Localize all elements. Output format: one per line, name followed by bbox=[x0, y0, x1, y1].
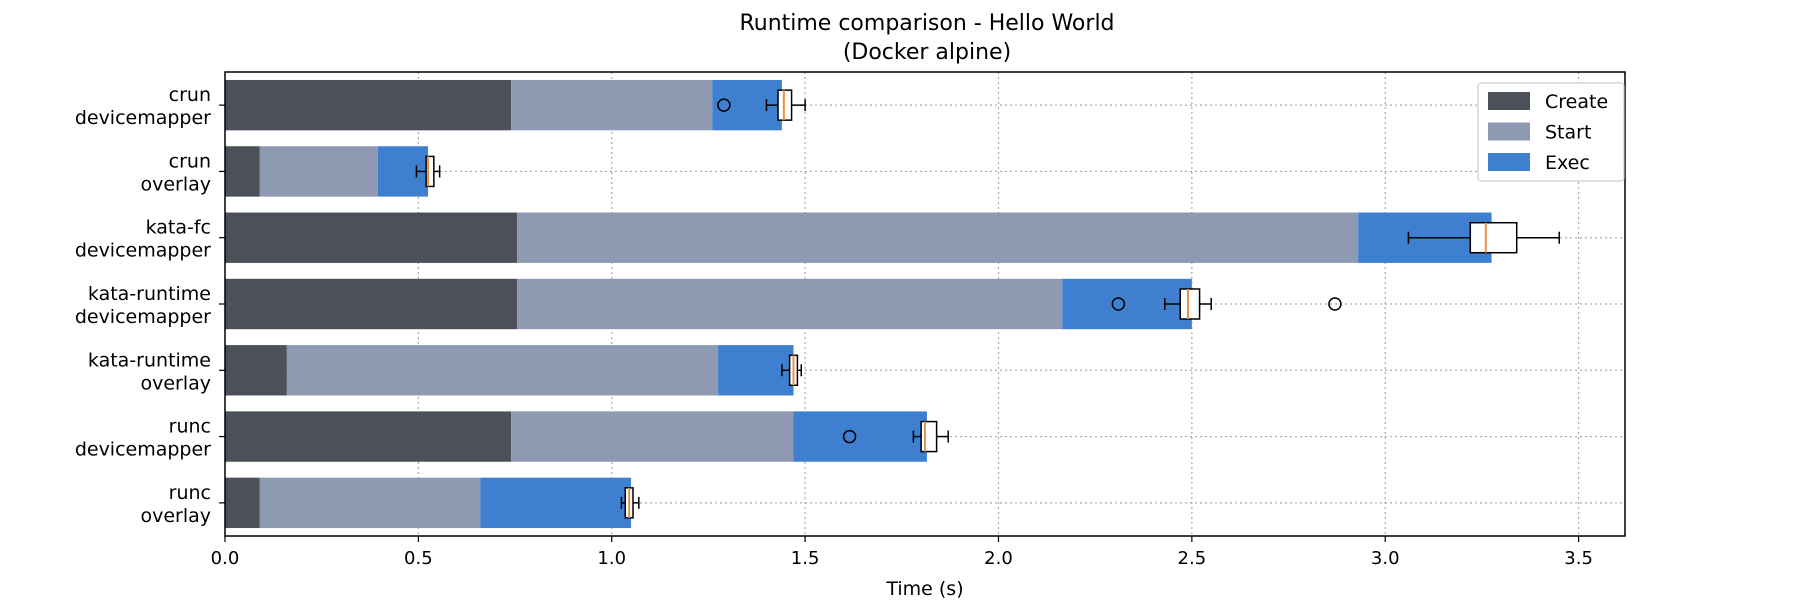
bar-segment-create bbox=[225, 477, 260, 529]
y-category-label: kata-fc bbox=[146, 217, 211, 239]
boxplot-box bbox=[425, 155, 435, 188]
bar-segment-exec bbox=[480, 477, 632, 529]
x-tick-label: 0.5 bbox=[404, 548, 433, 569]
bar-segment-create bbox=[225, 411, 512, 462]
y-axis-categories: crundevicemappercrunoverlaykata-fcdevice… bbox=[75, 84, 225, 527]
y-category-sublabel: devicemapper bbox=[75, 240, 211, 262]
bar-segment-create bbox=[225, 278, 517, 330]
bar-segment-start bbox=[511, 79, 713, 131]
x-tick-label: 1.0 bbox=[597, 548, 626, 569]
legend-swatch-create bbox=[1488, 92, 1530, 110]
x-axis-label: Time (s) bbox=[885, 578, 963, 600]
boxplot-box bbox=[920, 420, 938, 453]
bar-segment-start bbox=[511, 411, 794, 462]
boxplot-box bbox=[1469, 221, 1518, 254]
boxplots bbox=[415, 89, 1561, 519]
legend-label-start: Start bbox=[1545, 122, 1591, 144]
boxplot-outlier bbox=[717, 98, 731, 112]
x-tick-label: 3.5 bbox=[1564, 548, 1593, 569]
x-axis-ticks: 0.0 0.5 1.0 1.5 2.0 2.5 3.0 3.5 bbox=[211, 536, 1593, 569]
bar-segment-exec bbox=[793, 411, 927, 462]
legend-label-exec: Exec bbox=[1545, 152, 1590, 174]
bar-segment-start bbox=[286, 345, 719, 396]
y-category-label: kata-runtime bbox=[88, 283, 211, 305]
bar-segment-start bbox=[259, 477, 481, 529]
bar-segment-create bbox=[225, 79, 512, 131]
y-category-label: runc bbox=[169, 416, 211, 438]
chart-subtitle: (Docker alpine) bbox=[843, 40, 1011, 65]
x-tick-label: 2.5 bbox=[1178, 548, 1207, 569]
bar-segment-exec bbox=[718, 345, 794, 396]
bar-segment-create bbox=[225, 212, 517, 263]
x-tick-label: 3.0 bbox=[1371, 548, 1400, 569]
y-category-label: runc bbox=[169, 482, 211, 504]
y-category-sublabel: devicemapper bbox=[75, 306, 211, 328]
x-tick-label: 2.0 bbox=[984, 548, 1013, 569]
bar-segment-create bbox=[225, 345, 287, 396]
y-category-sublabel: overlay bbox=[140, 372, 211, 394]
chart-title: Runtime comparison - Hello World bbox=[739, 11, 1114, 36]
x-tick-label: 1.5 bbox=[791, 548, 820, 569]
legend-swatch-start bbox=[1488, 122, 1530, 141]
legend-swatch-exec bbox=[1488, 153, 1530, 171]
y-category-sublabel: devicemapper bbox=[75, 439, 211, 461]
bar-segment-start bbox=[259, 146, 378, 197]
legend: Create Start Exec bbox=[1477, 82, 1625, 182]
y-category-label: crun bbox=[169, 84, 211, 106]
y-category-sublabel: devicemapper bbox=[75, 107, 211, 129]
boxplot-outlier bbox=[1328, 297, 1342, 311]
x-tick-label: 0.0 bbox=[211, 548, 240, 569]
bar-segment-create bbox=[225, 146, 260, 197]
bar-segment-start bbox=[516, 212, 1359, 263]
bar-segment-start bbox=[516, 278, 1063, 330]
stacked-bars bbox=[225, 79, 1492, 529]
boxplot-box bbox=[1179, 288, 1201, 320]
boxplot-outlier bbox=[1111, 297, 1126, 311]
y-category-label: kata-runtime bbox=[88, 349, 211, 371]
legend-label-create: Create bbox=[1545, 91, 1608, 113]
y-category-sublabel: overlay bbox=[140, 505, 211, 527]
y-category-label: crun bbox=[169, 150, 211, 172]
y-category-sublabel: overlay bbox=[140, 173, 211, 195]
boxplot-outlier bbox=[842, 429, 857, 444]
